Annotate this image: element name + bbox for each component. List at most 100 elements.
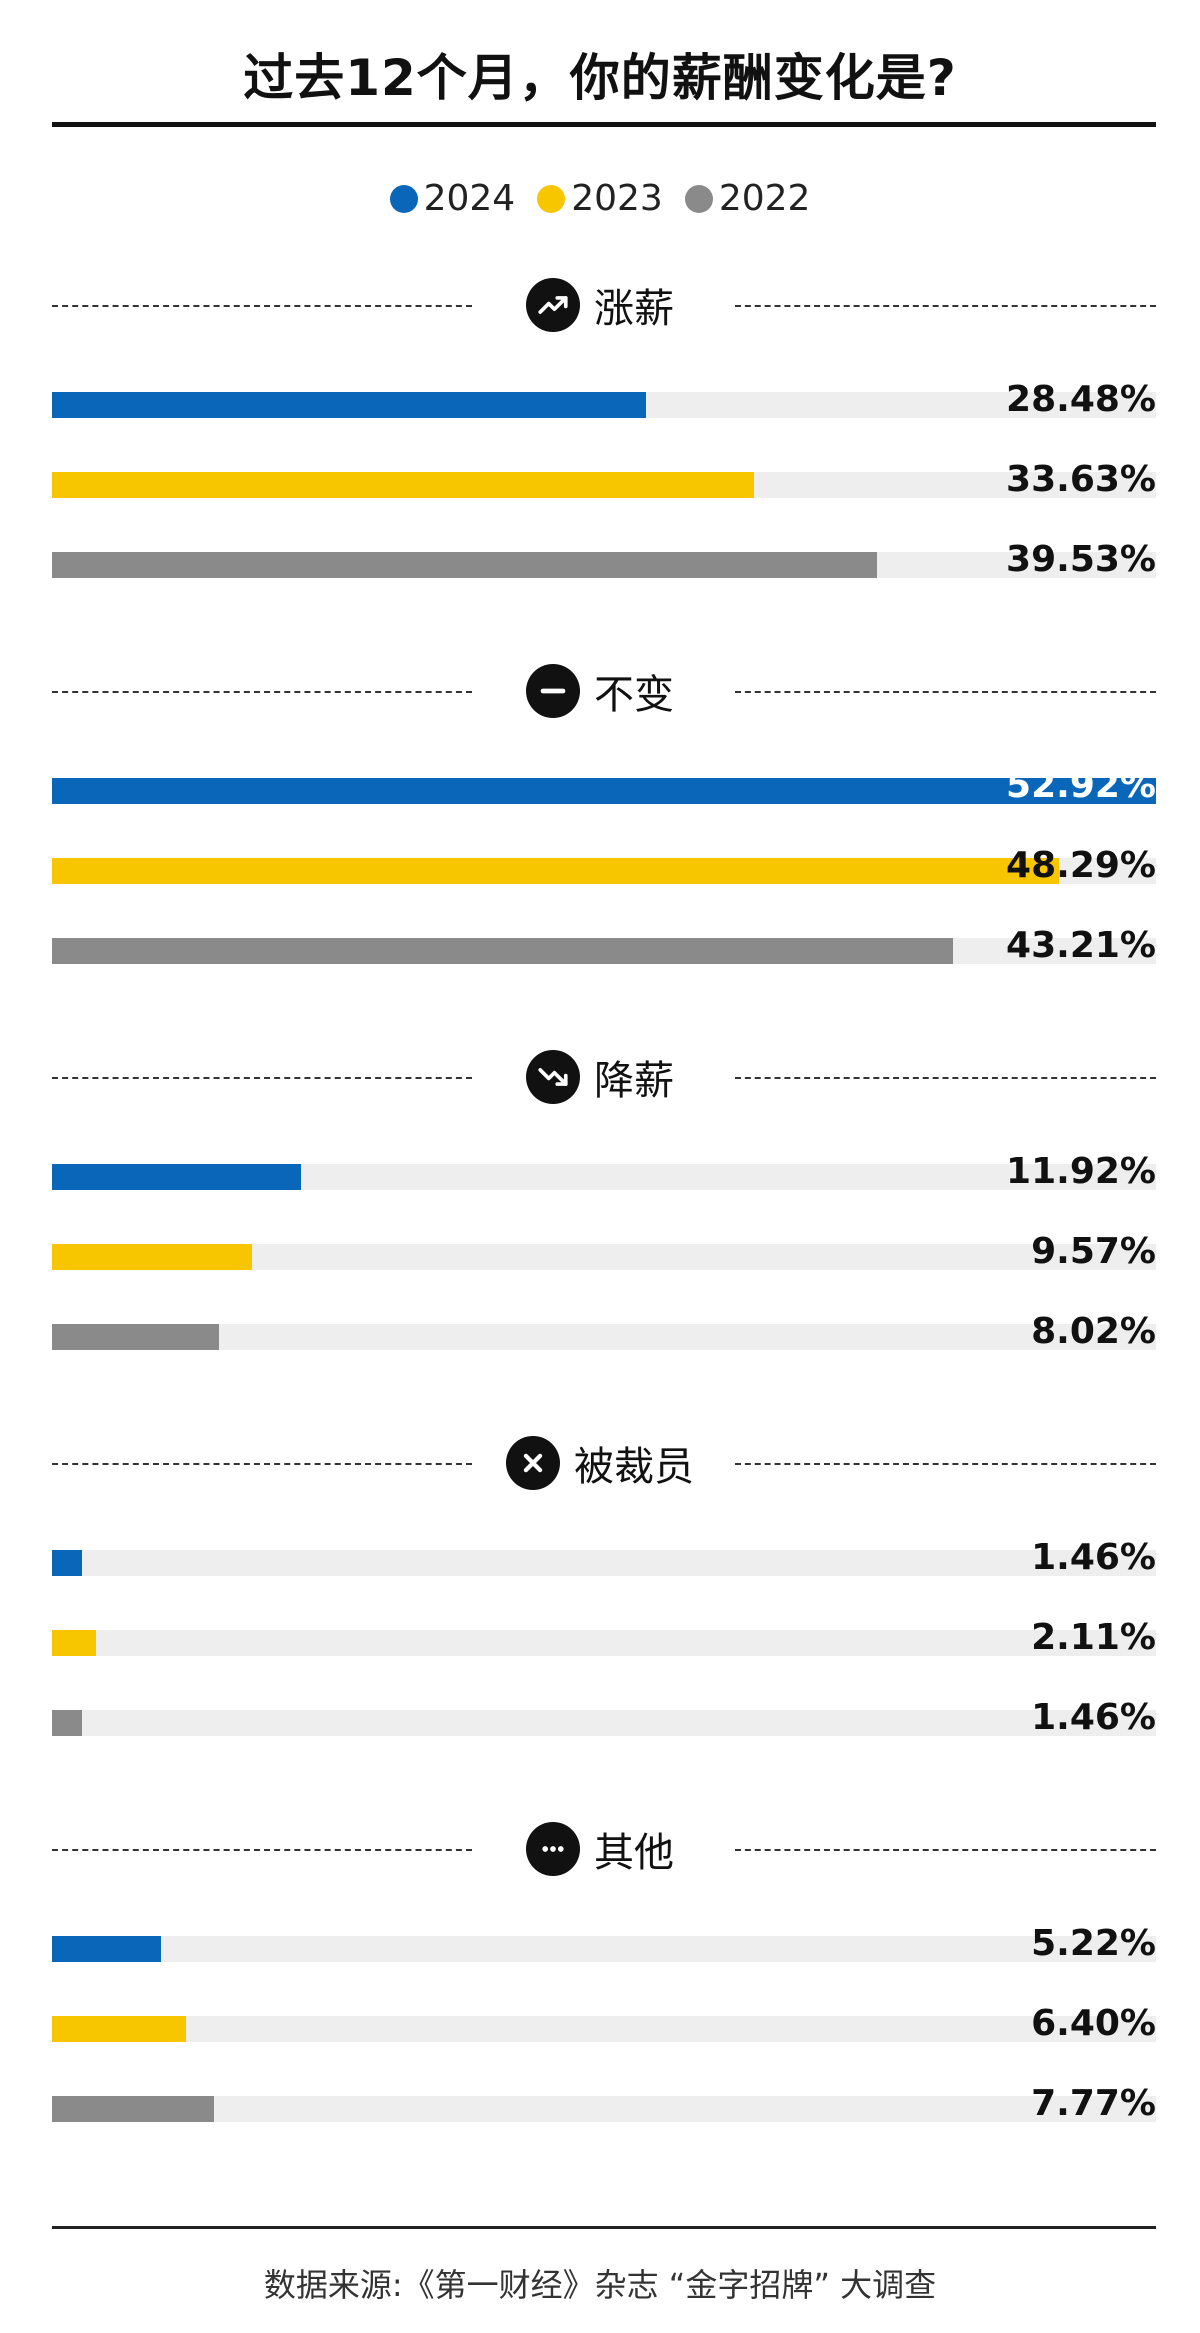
value-label: 28.48% [1006,379,1156,420]
category-header: 不变 [0,656,1200,726]
bar-track [52,1324,1156,1350]
category-header: 降薪 [0,1042,1200,1112]
legend-swatch [389,184,418,213]
bar-row: 11.92% [52,1151,1156,1197]
value-label: 1.46% [1031,1537,1156,1578]
value-label: 2.11% [1031,1617,1156,1658]
legend-item-2024: 2024 [389,178,516,219]
value-label: 9.57% [1031,1231,1156,1272]
value-label: 11.92% [1006,1151,1156,1192]
divider-dashed [735,691,1156,693]
bar-row: 28.48% [52,379,1156,425]
bar-2022 [52,938,953,964]
legend-item-2022: 2022 [684,178,811,219]
footer-rule [52,2226,1156,2229]
bar-2024 [52,1164,301,1190]
bar-2023 [52,2016,186,2042]
bar-row: 6.40% [52,2003,1156,2049]
bar-track [52,1630,1156,1656]
bar-row: 7.77% [52,2083,1156,2129]
bar-track [52,1936,1156,1962]
category-label-group: 涨薪 [0,270,1200,340]
divider-dashed [52,691,472,693]
divider-dashed [735,305,1156,307]
bar-row: 39.53% [52,539,1156,585]
bar-2022 [52,2096,214,2122]
value-label: 7.77% [1031,2083,1156,2124]
divider-dashed [52,1463,472,1465]
bar-row: 1.46% [52,1537,1156,1583]
bar-row: 52.92% [52,765,1156,811]
value-label: 52.92% [1006,765,1156,806]
divider-dashed [52,1849,472,1851]
bar-track [52,1710,1156,1736]
trending-down-icon [526,1050,580,1104]
value-label: 8.02% [1031,1311,1156,1352]
category-group: 不变 52.92% 48.29% 43.21% [0,656,1200,1046]
bar-2023 [52,1630,96,1656]
value-label: 6.40% [1031,2003,1156,2044]
bar-2024 [52,778,1156,804]
title-rule [52,122,1156,127]
divider-dashed [52,1077,472,1079]
value-label: 1.46% [1031,1697,1156,1738]
category-group: 被裁员 1.46% 2.11% 1.46% [0,1428,1200,1818]
bar-track [52,2096,1156,2122]
category-header: 涨薪 [0,270,1200,340]
divider-dashed [52,305,472,307]
bar-track [52,1550,1156,1576]
trending-up-icon [526,278,580,332]
category-label: 降薪 [594,1058,674,1104]
bar-row: 1.46% [52,1697,1156,1743]
bar-row: 8.02% [52,1311,1156,1357]
category-label: 其他 [594,1830,674,1876]
bar-2024 [52,1936,161,1962]
category-label-group: 不变 [0,656,1200,726]
legend-item-2023: 2023 [537,178,663,219]
bar-2022 [52,552,877,578]
bar-row: 48.29% [52,845,1156,891]
bar-2022 [52,1710,82,1736]
category-group: 降薪 11.92% 9.57% 8.02% [0,1042,1200,1432]
legend-swatch [684,184,713,213]
category-group: 其他 5.22% 6.40% 7.77% [0,1814,1200,2204]
legend-label: 2023 [571,178,663,219]
category-header: 被裁员 [0,1428,1200,1498]
bar-row: 9.57% [52,1231,1156,1277]
category-group: 涨薪 28.48% 33.63% 39.53% [0,270,1200,660]
bar-2022 [52,1324,219,1350]
minus-icon [526,664,580,718]
value-label: 33.63% [1006,459,1156,500]
bar-row: 5.22% [52,1923,1156,1969]
bar-2023 [52,1244,252,1270]
divider-dashed [735,1849,1156,1851]
category-label-group: 降薪 [0,1042,1200,1112]
bar-row: 43.21% [52,925,1156,971]
value-label: 39.53% [1006,539,1156,580]
value-label: 48.29% [1006,845,1156,886]
close-icon [506,1436,560,1490]
category-label: 被裁员 [574,1444,694,1490]
value-label: 5.22% [1031,1923,1156,1964]
category-label: 不变 [594,672,674,718]
source-note: 数据来源:《第一财经》杂志 “金字招牌” 大调查 [263,2266,937,2304]
legend-label: 2022 [718,178,811,219]
category-label-group: 其他 [0,1814,1200,1884]
category-label: 涨薪 [594,286,674,332]
value-label: 43.21% [1006,925,1156,966]
bar-2024 [52,1550,82,1576]
legend-label: 2024 [423,178,516,219]
bar-2023 [52,472,754,498]
more-icon [526,1822,580,1876]
bar-track [52,2016,1156,2042]
divider-dashed [735,1463,1156,1465]
chart-title: 过去12个月，你的薪酬变化是? [243,49,957,107]
divider-dashed [735,1077,1156,1079]
legend-swatch [537,184,566,213]
bar-row: 2.11% [52,1617,1156,1663]
category-header: 其他 [0,1814,1200,1884]
bar-row: 33.63% [52,459,1156,505]
bar-2023 [52,858,1059,884]
category-label-group: 被裁员 [0,1428,1200,1498]
bar-2024 [52,392,646,418]
